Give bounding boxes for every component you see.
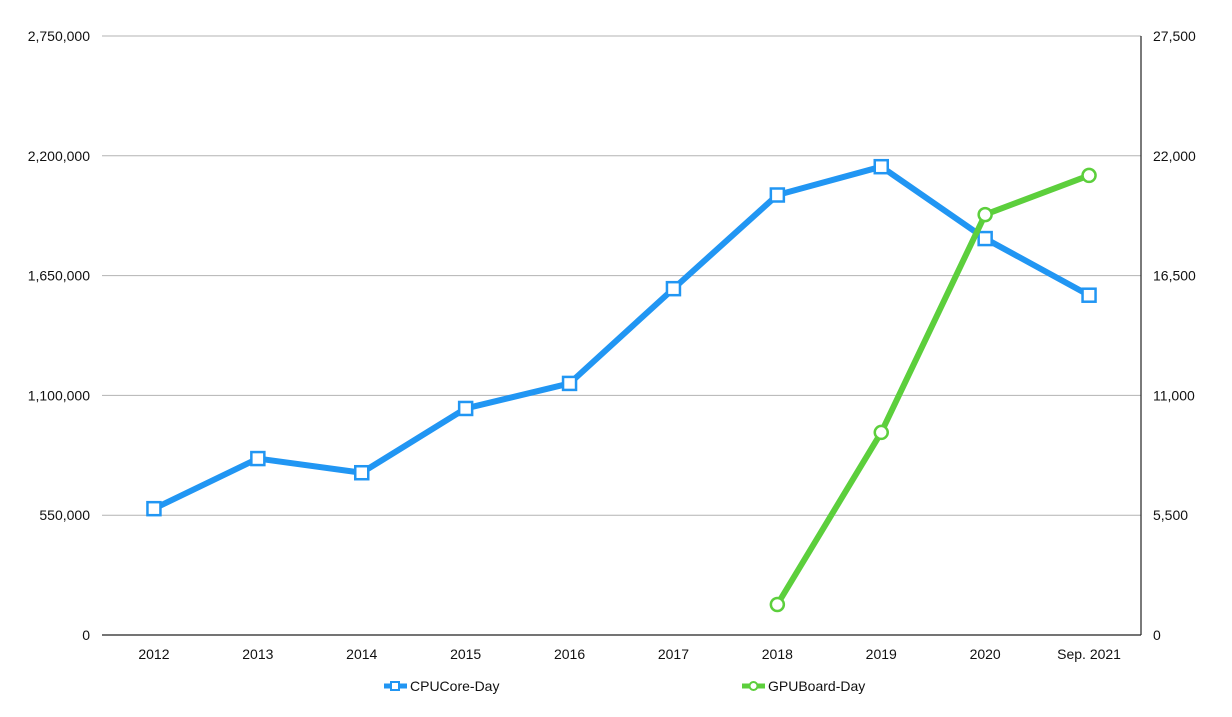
series-line bbox=[774, 172, 1093, 608]
data-point bbox=[873, 158, 889, 175]
legend-item: CPUCore-Day bbox=[384, 678, 499, 694]
y-right-tick-label: 5,500 bbox=[1153, 507, 1188, 523]
x-tick-label: 2014 bbox=[346, 646, 377, 662]
y-right-tick-label: 27,500 bbox=[1153, 28, 1196, 44]
y-right-tick-label: 11,000 bbox=[1153, 387, 1195, 403]
data-point bbox=[1081, 167, 1097, 184]
data-point bbox=[250, 450, 266, 467]
legend-label: GPUBoard-Day bbox=[768, 678, 865, 694]
data-point bbox=[354, 464, 370, 481]
x-tick-label: 2019 bbox=[866, 646, 897, 662]
series-line bbox=[150, 163, 1093, 512]
data-point bbox=[977, 230, 993, 247]
data-point bbox=[561, 375, 578, 392]
x-tick-label: 2020 bbox=[970, 646, 1001, 662]
data-point bbox=[665, 280, 682, 297]
y-left-tick-label: 0 bbox=[82, 627, 90, 643]
axes: 0 550,000 1,100,000 1,650,000 2,200,000 2,750… bbox=[28, 28, 1196, 662]
series-cpucore-day bbox=[146, 158, 1097, 517]
x-tick-label: 2017 bbox=[658, 646, 689, 662]
x-tick-label: 2013 bbox=[242, 646, 273, 662]
data-point bbox=[457, 400, 474, 417]
y-left-tick-label: 2,750,000 bbox=[28, 28, 90, 44]
legend-marker bbox=[390, 681, 400, 691]
x-tick-label: 2015 bbox=[450, 646, 481, 662]
y-left-tick-label: 1,650,000 bbox=[28, 268, 90, 284]
series-layer bbox=[146, 158, 1097, 613]
legend-marker bbox=[748, 681, 759, 691]
y-right-tick-label: 0 bbox=[1153, 627, 1161, 643]
x-tick-label: 2018 bbox=[762, 646, 793, 662]
y-right-tick-label: 16,500 bbox=[1153, 268, 1196, 284]
y-left-tick-label: 2,200,000 bbox=[28, 148, 90, 164]
legend: CPUCore-Day GPUBoard-Day bbox=[384, 678, 865, 694]
grid-lines bbox=[102, 35, 1141, 516]
x-tick-label: 2012 bbox=[138, 646, 169, 662]
data-point bbox=[977, 206, 993, 223]
data-point bbox=[873, 424, 889, 441]
y-right-tick-label: 22,000 bbox=[1153, 148, 1196, 164]
series-gpuboard-day bbox=[769, 167, 1097, 613]
y-left-tick-label: 550,000 bbox=[39, 507, 90, 523]
data-point bbox=[769, 187, 786, 203]
data-point bbox=[769, 596, 786, 613]
x-tick-label: 2016 bbox=[554, 646, 585, 662]
legend-item: GPUBoard-Day bbox=[742, 678, 865, 694]
y-left-tick-label: 1,100,000 bbox=[28, 387, 90, 403]
x-tick-label: Sep. 2021 bbox=[1057, 646, 1121, 662]
legend-label: CPUCore-Day bbox=[410, 678, 499, 694]
data-point bbox=[146, 500, 162, 517]
data-point bbox=[1081, 287, 1097, 303]
